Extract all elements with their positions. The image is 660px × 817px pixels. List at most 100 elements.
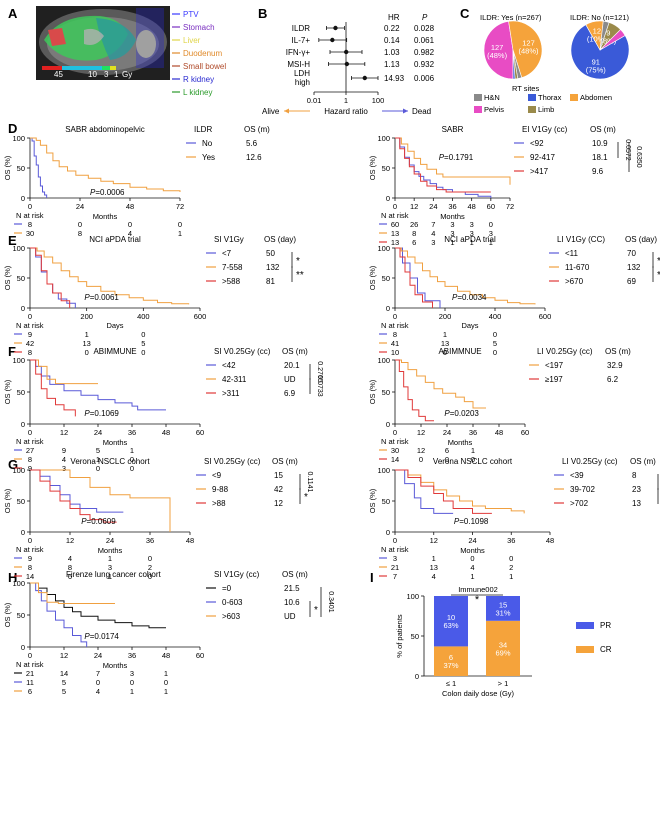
- km-risk-count: 60: [391, 220, 399, 229]
- km-risk-count: 13: [391, 238, 399, 247]
- km-risk-count: 1: [130, 446, 134, 455]
- km-x-tick-label: 600: [194, 312, 207, 321]
- km-y-tick-label: 50: [17, 497, 25, 506]
- km-risk-count: 8: [412, 229, 416, 238]
- km-risk-count: 0: [509, 554, 513, 563]
- rt-legend-label: Limb: [538, 105, 554, 114]
- km-x-tick-label: 36: [469, 428, 477, 437]
- km-risk-count: 0: [85, 348, 89, 357]
- km-p-value: P=0.0174: [84, 632, 119, 641]
- pie2-slice-thorax: [570, 24, 630, 80]
- forest-axis-title: Hazard ratio: [324, 107, 368, 116]
- km-risk-count: 1: [509, 572, 513, 581]
- km-risk-count: 6: [412, 238, 416, 247]
- km-p-number: =0.0609: [87, 517, 117, 526]
- km-title: Verona NSCLC cohort: [433, 457, 513, 466]
- bar-segment-pr: [486, 596, 520, 621]
- rt-legend-swatch: [528, 94, 536, 101]
- km-curve: [30, 247, 71, 308]
- km-risk-count: 5: [493, 339, 497, 348]
- km-legend-value: 12: [274, 499, 283, 508]
- km-x-label: Days: [461, 321, 478, 330]
- km-y-tick-label: 50: [382, 388, 390, 397]
- km-x-tick-label: 24: [94, 651, 102, 660]
- km-risk-count: 26: [410, 220, 418, 229]
- km-risk-count: 8: [393, 330, 397, 339]
- pie2-slice-pct: (8%): [600, 36, 616, 45]
- km-title: ABIMMUNE: [93, 347, 136, 356]
- km-curve: [395, 359, 486, 409]
- forest-point: [344, 61, 350, 67]
- km-legend-label: >603: [222, 612, 241, 621]
- km-risk-count: 14: [60, 669, 68, 678]
- km-legend-value: 81: [266, 277, 275, 286]
- km-p-value: P=0.0609: [81, 517, 116, 526]
- pie1-slice-abdomen: [508, 20, 543, 79]
- km-p-value: P=0.0034: [452, 293, 487, 302]
- km-y-tick-label: 100: [377, 134, 390, 143]
- km-legend-value: 13: [632, 499, 641, 508]
- km-risk-count: 0: [178, 220, 182, 229]
- km-legend-label: 9-88: [212, 485, 229, 494]
- km-x-tick-label: 200: [439, 312, 452, 321]
- km-risk-count: 0: [471, 455, 475, 464]
- km-risk-count: 1: [470, 572, 474, 581]
- km-risk-count: 0: [489, 220, 493, 229]
- km-curve: [30, 137, 181, 192]
- km-curve: [30, 582, 166, 629]
- km-legend-label: >88: [212, 499, 226, 508]
- km-curve: [395, 247, 441, 308]
- km-p-symbol: P: [90, 188, 96, 197]
- km-x-tick-label: 0: [28, 651, 32, 660]
- km-risk-count: 0: [96, 464, 100, 473]
- km-risk-count: 30: [26, 229, 34, 238]
- km-risk-count: 8: [78, 229, 82, 238]
- km-x-tick-label: 48: [495, 428, 503, 437]
- km-x-tick-label: 36: [146, 536, 154, 545]
- km-legend-label: >702: [570, 499, 589, 508]
- pie2-slice-pct: (10%): [587, 34, 608, 43]
- km-curve: [395, 137, 511, 185]
- km-risk-count: 1: [108, 554, 112, 563]
- km-x-label: Months: [93, 212, 118, 221]
- pie-charts: 127(48%)127(48%)91(75%)12(10%)9(8%): [483, 20, 630, 80]
- km-p-value: P=0.0061: [84, 293, 119, 302]
- km-risk-count: 4: [470, 563, 474, 572]
- km-legend-value-header: OS (m): [244, 125, 270, 134]
- km-legend-value: 10.9: [592, 139, 608, 148]
- km-legend-label: <39: [570, 471, 584, 480]
- bar-legend-swatch: [576, 646, 594, 653]
- km-y-tick-label: 50: [382, 497, 390, 506]
- km-legend-header: SI V1Gy (cc): [214, 570, 260, 579]
- km-y-tick-label: 100: [12, 466, 25, 475]
- km-legend-header: SI V1Gy: [214, 235, 244, 244]
- rt-legend-swatch: [474, 94, 482, 101]
- km-title: ABIMMNUE: [438, 347, 481, 356]
- km-x-tick-label: 600: [539, 312, 552, 321]
- bar-x-label: Colon daily dose (Gy): [442, 689, 515, 698]
- rt-legend-swatch: [474, 106, 482, 113]
- forest-axis-dead: Dead: [412, 107, 431, 116]
- km-risk-count: 1: [489, 238, 493, 247]
- km-p-symbol: P: [81, 517, 87, 526]
- km-risk-count: 14: [26, 572, 34, 581]
- km-x-tick-label: 36: [507, 536, 515, 545]
- km-curve: [30, 469, 124, 513]
- km-x-label: Months: [103, 438, 128, 447]
- km-title: SABR: [442, 125, 464, 134]
- km-risk-count: 0: [130, 678, 134, 687]
- forest-plot: 0.01 1 100 ILDR 0.22 0.028 IL-7+ 0.14 0.061 IFN-γ…: [262, 22, 435, 116]
- km-legend-value: 32.9: [607, 361, 623, 370]
- km-x-tick-label: 0: [28, 428, 32, 437]
- forest-row-label-2: high: [295, 78, 310, 87]
- km-p-symbol: P: [454, 517, 460, 526]
- km-x-tick-label: 48: [162, 651, 170, 660]
- km-curve: [395, 137, 492, 198]
- km-risk-count: 7: [96, 669, 100, 678]
- km-risk-count: 0: [130, 464, 134, 473]
- km-risk-count: 5: [62, 678, 66, 687]
- km-risk-count: 3: [130, 669, 134, 678]
- km-bracket-star: **: [657, 270, 660, 281]
